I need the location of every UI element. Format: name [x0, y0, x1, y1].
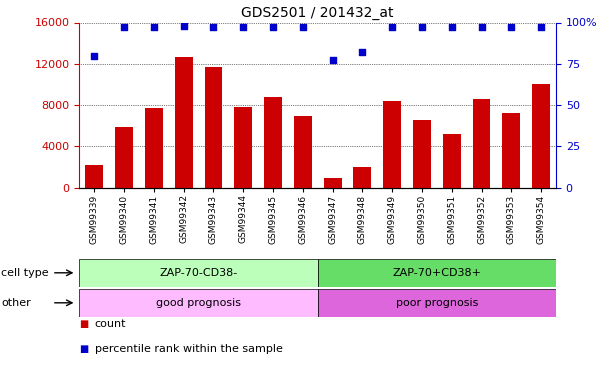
Bar — [413, 120, 431, 188]
Point — [417, 24, 427, 30]
Point — [477, 24, 486, 30]
Text: ■: ■ — [79, 320, 89, 329]
Point — [89, 53, 99, 58]
Text: ZAP-70+CD38+: ZAP-70+CD38+ — [392, 268, 481, 278]
Text: percentile rank within the sample: percentile rank within the sample — [95, 344, 282, 354]
Text: ■: ■ — [79, 344, 89, 354]
Text: poor prognosis: poor prognosis — [396, 298, 478, 308]
Point — [268, 24, 278, 30]
Bar — [264, 97, 282, 188]
Point — [119, 24, 129, 30]
Bar — [383, 101, 401, 188]
Bar — [86, 165, 103, 188]
Bar — [205, 67, 222, 188]
Bar — [353, 167, 371, 188]
Point — [327, 57, 337, 63]
Bar — [443, 134, 461, 188]
Point — [507, 24, 516, 30]
Point — [357, 49, 367, 55]
Text: ZAP-70-CD38-: ZAP-70-CD38- — [159, 268, 238, 278]
Text: other: other — [1, 298, 31, 308]
Point — [536, 24, 546, 30]
Bar — [294, 116, 312, 188]
Bar — [79, 259, 318, 287]
Point — [179, 23, 189, 29]
Point — [149, 24, 159, 30]
Bar — [532, 84, 550, 188]
Bar — [318, 259, 556, 287]
Bar — [318, 289, 556, 317]
Title: GDS2501 / 201432_at: GDS2501 / 201432_at — [241, 6, 394, 20]
Text: good prognosis: good prognosis — [156, 298, 241, 308]
Text: cell type: cell type — [1, 268, 49, 278]
Bar — [473, 99, 491, 188]
Bar — [115, 127, 133, 188]
Bar — [145, 108, 163, 188]
Point — [447, 24, 456, 30]
Point — [387, 24, 397, 30]
Bar — [502, 113, 520, 188]
Bar — [175, 57, 192, 188]
Bar — [324, 178, 342, 188]
Bar — [235, 107, 252, 188]
Bar — [79, 289, 318, 317]
Point — [298, 24, 308, 30]
Text: count: count — [95, 320, 126, 329]
Point — [208, 24, 218, 30]
Point — [238, 24, 248, 30]
